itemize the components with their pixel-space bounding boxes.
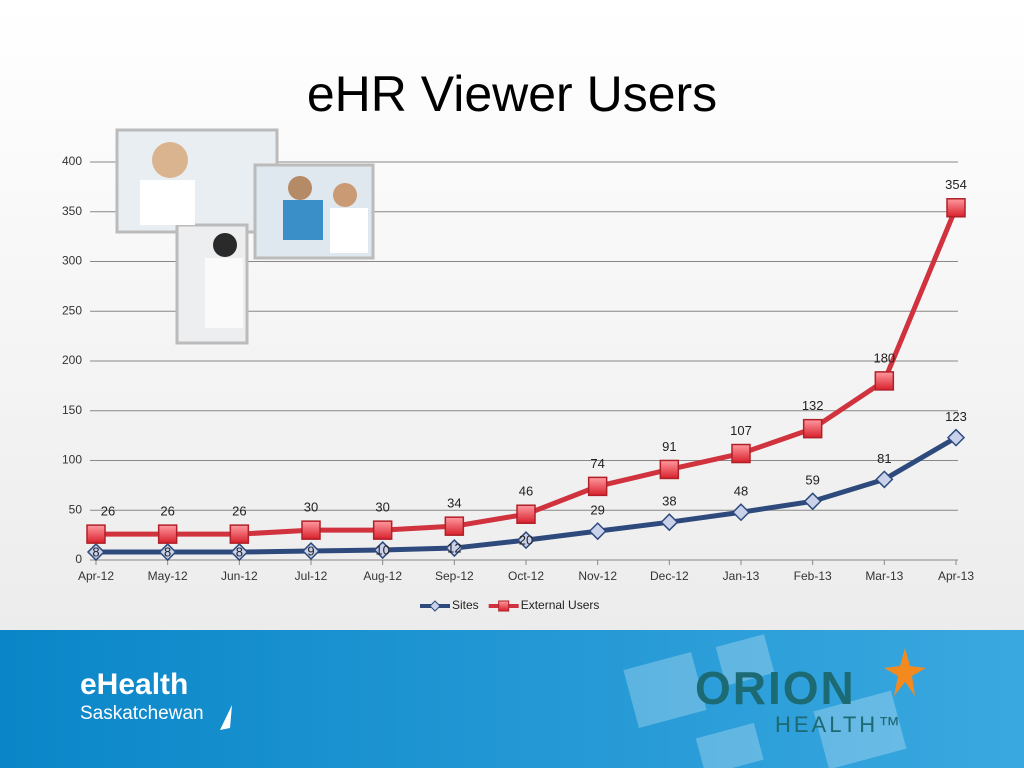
data-label: 8 <box>92 544 99 559</box>
data-label: 48 <box>734 484 748 499</box>
x-tick-label: Oct-12 <box>508 569 544 583</box>
marker <box>301 520 321 540</box>
marker <box>86 542 106 562</box>
x-tick-label: Apr-12 <box>78 569 114 583</box>
y-tick-label: 250 <box>62 303 82 317</box>
marker <box>875 470 894 489</box>
x-tick-label: Jul-12 <box>295 569 328 583</box>
x-tick-label: Mar-13 <box>865 569 903 583</box>
marker <box>946 198 966 218</box>
data-label: 91 <box>662 439 676 454</box>
data-label: 38 <box>662 494 676 509</box>
y-tick-label: 150 <box>62 403 82 417</box>
data-label: 26 <box>232 504 246 519</box>
logo-icon <box>220 705 232 730</box>
data-label: 30 <box>375 500 389 515</box>
data-label: 132 <box>802 398 824 413</box>
marker <box>372 520 393 540</box>
marker <box>301 541 321 561</box>
marker <box>444 516 465 536</box>
x-tick-label: Feb-13 <box>794 569 832 583</box>
chart-title: eHR Viewer Users <box>307 66 717 122</box>
y-tick-label: 350 <box>62 204 82 218</box>
marker <box>516 504 536 524</box>
marker <box>731 443 751 464</box>
x-tick-label: Aug-12 <box>363 569 402 583</box>
marker <box>874 371 895 391</box>
marker <box>803 492 822 511</box>
data-label: 123 <box>945 409 967 424</box>
x-tick-label: Nov-12 <box>578 569 617 583</box>
footer-band <box>0 630 1024 768</box>
data-label: 26 <box>101 504 115 519</box>
y-tick-label: 400 <box>62 154 82 168</box>
logo-star <box>884 648 926 696</box>
x-tick-label: Apr-13 <box>938 569 974 583</box>
marker <box>659 459 680 480</box>
data-label: 81 <box>877 451 891 466</box>
data-label: 180 <box>873 350 895 365</box>
data-label: 29 <box>590 503 604 518</box>
x-tick-label: Dec-12 <box>650 569 689 583</box>
y-tick-label: 100 <box>62 453 82 467</box>
legend-swatch <box>498 600 510 612</box>
photos <box>115 128 375 345</box>
marker <box>946 428 966 447</box>
data-label: 12 <box>447 540 461 555</box>
logo-text: ORION <box>695 662 856 714</box>
data-label: 34 <box>447 496 461 511</box>
data-label: 10 <box>375 542 389 557</box>
footer-decoration <box>623 634 907 768</box>
data-label: 26 <box>160 504 174 519</box>
marker <box>587 476 608 497</box>
x-tick-label: Jan-13 <box>723 569 760 583</box>
logo-text: eHealth <box>80 668 188 701</box>
y-tick-label: 0 <box>75 552 82 566</box>
data-label: 59 <box>805 473 819 488</box>
data-label: 107 <box>730 423 752 438</box>
legend-swatch <box>429 600 441 612</box>
data-label: 74 <box>590 456 604 471</box>
data-label: 46 <box>519 484 533 499</box>
x-tick-label: Sep-12 <box>435 569 474 583</box>
y-tick-label: 50 <box>69 502 83 516</box>
x-tick-label: May-12 <box>148 569 188 583</box>
marker <box>158 542 177 562</box>
logo-text: Saskatchewan <box>80 703 204 724</box>
plot: 0 50 100 150 200 250 300 350 400 Apr-12 May-12 Jun-… <box>62 154 974 612</box>
logo-text: HEALTH™ <box>775 712 903 737</box>
marker <box>802 418 823 439</box>
marker <box>731 503 751 522</box>
marker <box>229 524 250 544</box>
x-tick-label: Jun-12 <box>221 569 258 583</box>
data-label: 8 <box>164 544 171 559</box>
data-label: 354 <box>945 177 967 192</box>
marker <box>230 542 249 562</box>
legend-label: External Users <box>521 598 600 612</box>
marker <box>660 513 679 532</box>
marker <box>157 524 178 544</box>
marker <box>445 538 464 558</box>
marker <box>373 540 392 560</box>
data-label: 9 <box>307 543 314 558</box>
marker <box>86 524 106 544</box>
legend-label: Sites <box>452 598 479 612</box>
data-label: 20 <box>519 533 533 548</box>
marker <box>588 522 607 541</box>
data-label: 8 <box>236 544 243 559</box>
y-tick-label: 200 <box>62 353 82 367</box>
data-label: 30 <box>304 500 318 515</box>
marker <box>516 531 536 550</box>
y-tick-label: 300 <box>62 254 82 268</box>
